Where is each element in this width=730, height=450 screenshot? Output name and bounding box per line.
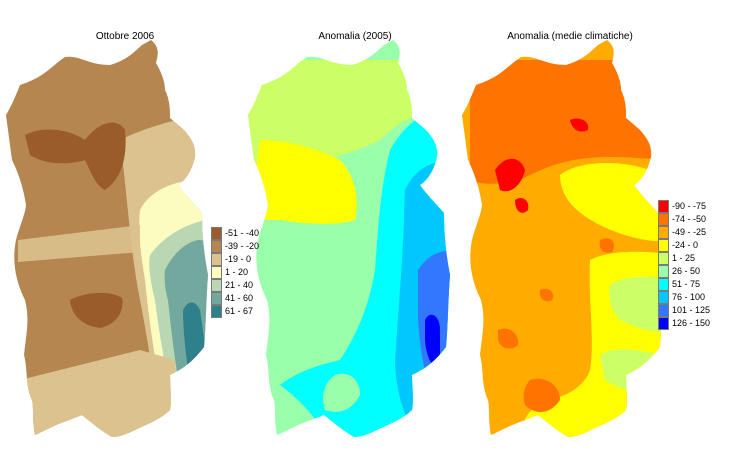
legend-ottobre-2006: -51 - -40 -39 - -20 -19 - 0 1 - 20 21 - … [211,227,291,327]
legend-label: 41 - 60 [225,293,254,303]
legend-row: -90 - -75 [658,200,706,213]
legend-label: -90 - -75 [672,201,707,211]
legend-label: -39 - -20 [225,241,260,251]
map-ottobre-2006 [6,40,208,437]
legend-row: -24 - 0 [658,239,698,252]
legend-label: 51 - 75 [672,279,701,289]
legend-swatch [211,305,222,318]
legend-row: 1 - 25 [658,252,695,265]
legend-label: -49 - -25 [672,227,707,237]
legend-label: 61 - 67 [225,306,254,316]
legend-anomalia: -90 - -75 -74 - -50 -49 - -25 -24 - 0 1 … [658,200,730,335]
legend-row: 1 - 20 [211,266,248,279]
legend-swatch [211,266,222,279]
legend-swatch [658,213,669,226]
legend-swatch [658,252,669,265]
legend-swatch [211,279,222,292]
legend-swatch [658,304,669,317]
legend-swatch [658,200,669,213]
legend-swatch [211,253,222,266]
legend-swatch [658,265,669,278]
legend-label: 26 - 50 [672,266,701,276]
legend-swatch [658,278,669,291]
legend-swatch [211,227,222,240]
legend-row: -74 - -50 [658,213,706,226]
legend-label: -51 - -40 [225,228,260,238]
legend-swatch [211,240,222,253]
map-anomalia-medie-climatiche [462,40,664,437]
legend-row: -49 - -25 [658,226,706,239]
legend-row: 126 - 150 [658,317,710,330]
legend-row: -51 - -40 [211,227,259,240]
legend-row: 76 - 100 [658,291,705,304]
legend-row: 51 - 75 [658,278,700,291]
legend-label: 126 - 150 [672,318,711,328]
legend-swatch [658,226,669,239]
legend-swatch [658,291,669,304]
legend-label: -24 - 0 [672,240,699,250]
legend-swatch [211,292,222,305]
legend-row: 21 - 40 [211,279,253,292]
legend-label: -74 - -50 [672,214,707,224]
legend-row: -19 - 0 [211,253,251,266]
legend-row: 26 - 50 [658,265,700,278]
legend-row: 41 - 60 [211,292,253,305]
legend-label: 101 - 125 [672,305,711,315]
legend-row: 101 - 125 [658,304,710,317]
legend-row: 61 - 67 [211,305,253,318]
legend-label: 21 - 40 [225,280,254,290]
legend-swatch [658,317,669,330]
legend-label: 1 - 20 [225,267,249,277]
title-anomalia-2005: Anomalia (2005) [318,31,392,42]
title-anomalia-medie-climatiche: Anomalia (medie climatiche) [507,31,633,42]
legend-swatch [658,239,669,252]
legend-label: 76 - 100 [672,292,706,302]
legend-label: 1 - 25 [672,253,696,263]
title-ottobre-2006: Ottobre 2006 [95,31,155,42]
legend-label: -19 - 0 [225,254,252,264]
legend-row: -39 - -20 [211,240,259,253]
